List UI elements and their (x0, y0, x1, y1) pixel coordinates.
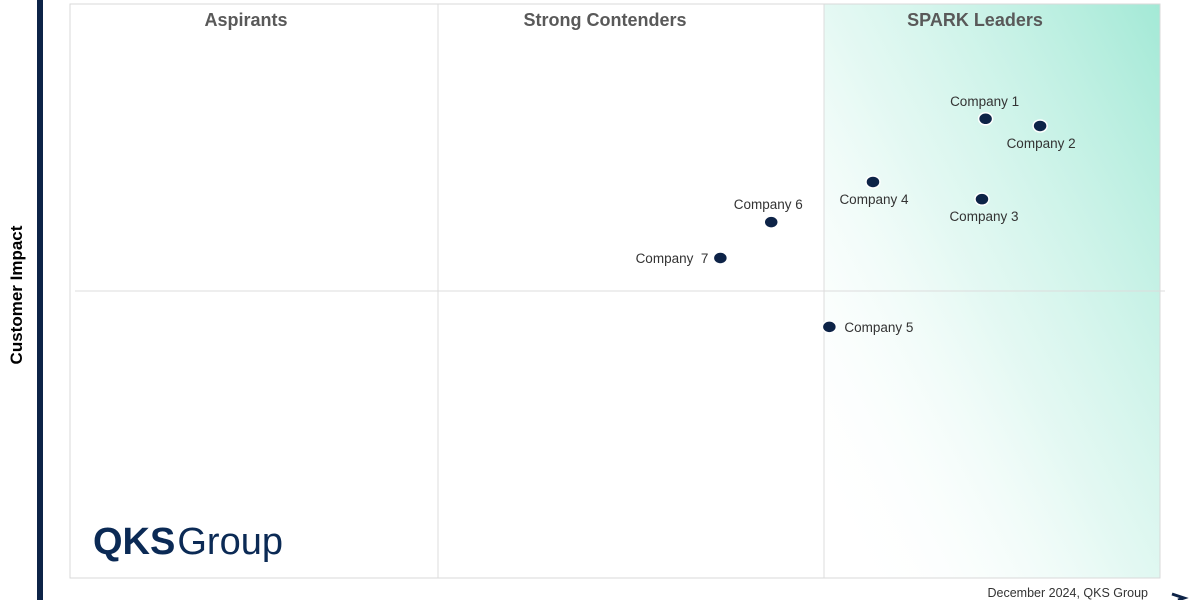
data-point-company-4 (865, 175, 881, 189)
qks-group-logo: QKSGroup (93, 521, 283, 563)
data-point-company-5 (821, 320, 838, 334)
data-label-company-3: Company 3 (949, 209, 1018, 224)
data-point-company-7 (712, 251, 729, 265)
footer-source: December 2024, QKS Group (988, 586, 1149, 600)
data-points: Company 1 Company 2 Company 3 Company 4 Comp… (636, 94, 1076, 335)
data-label-company-6: Company 6 (734, 197, 803, 212)
data-point-company-1 (977, 112, 994, 126)
quadrant-label-strong-contenders: Strong Contenders (523, 10, 686, 30)
data-point-company-6 (763, 215, 779, 229)
data-label-company-1: Company 1 (950, 94, 1019, 109)
y-axis-label: Customer Impact (7, 225, 26, 364)
data-label-company-2: Company 2 (1007, 136, 1076, 151)
x-axis-arrow-icon (1171, 592, 1189, 600)
data-point-company-2 (1032, 119, 1048, 133)
data-label-company-7: Company 7 (636, 251, 709, 266)
data-label-company-5: Company 5 (844, 320, 913, 335)
quadrant-label-spark-leaders: SPARK Leaders (907, 10, 1043, 30)
y-axis-bar (37, 0, 43, 600)
data-label-company-4: Company 4 (839, 192, 909, 207)
quadrant-label-aspirants: Aspirants (204, 10, 287, 30)
data-point-company-3 (974, 192, 990, 206)
